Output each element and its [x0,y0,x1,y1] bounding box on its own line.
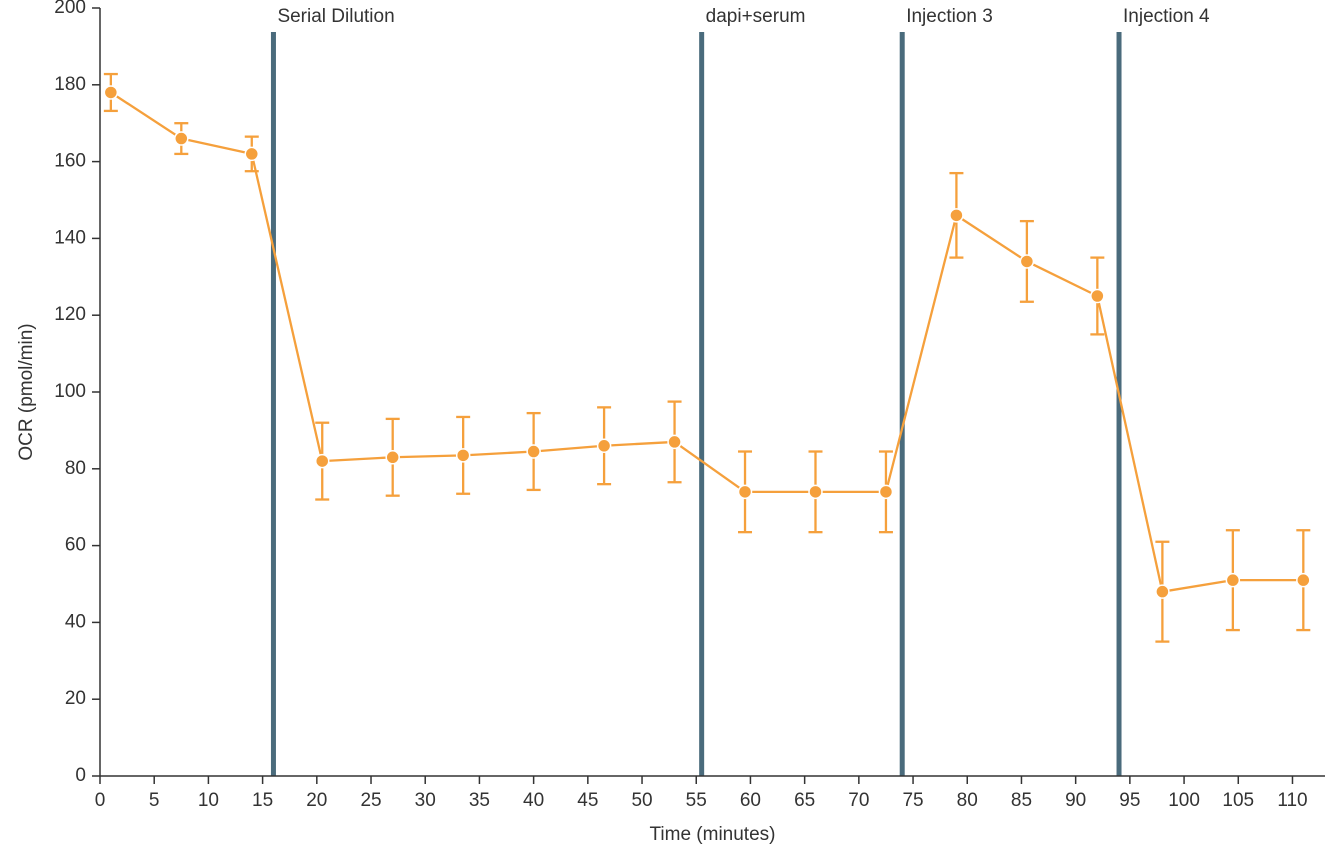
data-point [457,449,470,462]
data-point [527,445,540,458]
y-tick-label: 160 [54,151,86,172]
x-tick-label: 95 [1119,790,1140,811]
data-point [245,147,258,160]
data-point [1091,290,1104,303]
series-line [111,92,1303,591]
injection-label: Serial Dilution [277,6,394,27]
data-point [879,485,892,498]
injection-label: dapi+serum [706,6,806,27]
y-tick-label: 20 [65,688,86,709]
data-point [175,132,188,145]
data-point [598,439,611,452]
data-point [316,455,329,468]
data-point [739,485,752,498]
chart-svg: 0 20 40 60 80 100 120 140 160 180 200 0 5 10 15 20 25 30 3… [0,0,1335,864]
data-point [1156,585,1169,598]
ocr-chart: 0 20 40 60 80 100 120 140 160 180 200 0 5 10 15 20 25 30 3… [0,0,1335,864]
y-tick-label: 0 [75,765,86,786]
x-tick-label: 25 [360,790,381,811]
x-tick-label: 10 [198,790,219,811]
x-tick-label: 75 [902,790,923,811]
x-tick-label: 5 [149,790,160,811]
x-tick-label: 70 [848,790,869,811]
y-tick-label: 200 [54,0,86,18]
y-axis-label: OCR (pmol/min) [16,323,37,460]
x-tick-label: 30 [415,790,436,811]
x-tick-label: 0 [95,790,106,811]
x-tick-label: 45 [577,790,598,811]
x-tick-label: 50 [631,790,652,811]
x-tick-label: 35 [469,790,490,811]
injection-label: Injection 3 [906,6,993,27]
injection-label: Injection 4 [1123,6,1210,27]
data-point [386,451,399,464]
y-tick-label: 100 [54,381,86,402]
y-tick-label: 120 [54,304,86,325]
x-tick-label: 105 [1222,790,1254,811]
x-tick-label: 100 [1168,790,1200,811]
data-point [1020,255,1033,268]
x-tick-label: 55 [686,790,707,811]
data-point [1297,574,1310,587]
y-tick-label: 80 [65,458,86,479]
data-point [668,435,681,448]
x-tick-label: 85 [1011,790,1032,811]
x-axis-label: Time (minutes) [650,824,776,845]
y-tick-label: 140 [54,227,86,248]
data-point [1226,574,1239,587]
x-tick-label: 65 [794,790,815,811]
x-tick-label: 15 [252,790,273,811]
x-tick-label: 110 [1277,790,1307,811]
y-tick-label: 60 [65,535,86,556]
x-tick-label: 90 [1065,790,1086,811]
x-tick-label: 20 [306,790,327,811]
x-tick-label: 80 [957,790,978,811]
data-point [809,485,822,498]
y-tick-label: 180 [54,74,86,95]
x-tick-label: 60 [740,790,761,811]
x-tick-label: 40 [523,790,544,811]
data-point [950,209,963,222]
y-tick-label: 40 [65,611,86,632]
data-point [104,86,117,99]
